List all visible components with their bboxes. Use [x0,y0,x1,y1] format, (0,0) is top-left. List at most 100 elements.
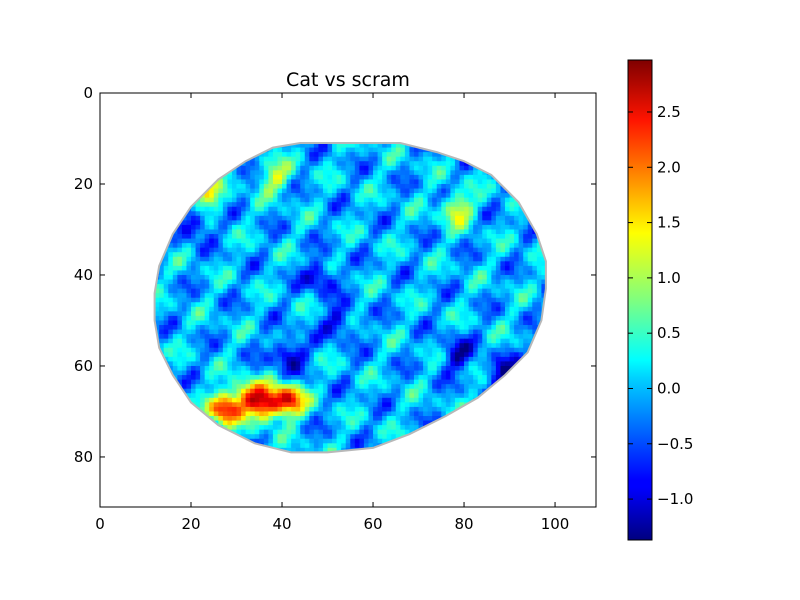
heatmap-cell [363,183,370,190]
heatmap-cell [259,293,265,299]
heatmap-cell [318,238,324,244]
heatmap-cell [336,293,342,299]
heatmap-cell [432,356,438,363]
heatmap-cell [500,320,506,326]
heatmap-cell [186,274,192,281]
heatmap-cell [427,302,433,308]
heatmap-cell [236,384,242,390]
heatmap-cell [332,270,338,276]
heatmap-cell [413,288,420,294]
heatmap-cell [495,293,502,299]
heatmap-cell [336,338,342,344]
heatmap-cell [163,343,169,349]
heatmap-cell [313,343,320,349]
heatmap-cell [313,183,320,190]
heatmap-cell [250,311,256,317]
heatmap-cell [363,329,370,335]
heatmap-cell [500,188,506,194]
heatmap-cell [345,352,351,358]
heatmap-cell [409,183,415,190]
heatmap-cell [473,338,479,344]
heatmap-cell [432,375,438,381]
heatmap-cell [209,297,215,303]
heatmap-cell [154,311,160,317]
heatmap-cell [336,288,342,294]
heatmap-cell [327,152,333,158]
heatmap-cell [427,174,433,181]
heatmap-cell [322,352,329,358]
heatmap-cell [332,334,338,340]
heatmap-cell [436,370,442,376]
heatmap-cell [445,293,451,299]
heatmap-cell [341,229,347,235]
heatmap-cell [327,361,333,367]
heatmap-cell [482,206,488,212]
heatmap-cell [532,293,538,299]
heatmap-cell [231,220,238,226]
heatmap-cell [327,365,333,372]
heatmap-cell [304,288,310,294]
heatmap-cell [441,238,447,244]
heatmap-cell [427,306,433,312]
heatmap-cell [327,170,333,176]
heatmap-cell [454,315,461,322]
heatmap-cell [368,238,374,244]
heatmap-cell [318,365,324,372]
heatmap-cell [377,252,383,258]
heatmap-cell [213,347,219,353]
heatmap-cell [204,243,210,249]
heatmap-cell [227,388,233,394]
heatmap-cell [423,247,429,253]
heatmap-cell [218,361,224,367]
heatmap-cell [441,197,447,203]
heatmap-cell [486,174,492,181]
heatmap-cell [477,365,483,372]
heatmap-cell [423,347,429,353]
heatmap-cell [277,370,283,376]
heatmap-cell [413,229,420,235]
heatmap-cell [409,193,415,199]
heatmap-cell [259,243,265,249]
heatmap-cell [295,188,301,194]
heatmap-cell [259,329,265,335]
heatmap-cell [168,274,174,281]
heatmap-cell [363,170,370,176]
heatmap-cell [350,156,356,162]
heatmap-cell [504,234,511,240]
heatmap-cell [523,234,529,240]
heatmap-cell [445,265,451,272]
heatmap-cell [172,243,178,249]
heatmap-cell [391,379,397,385]
heatmap-cell [482,202,488,208]
heatmap-cell [523,265,529,272]
heatmap-cell [459,370,465,376]
heatmap-cell [377,174,383,181]
heatmap-cell [518,265,524,272]
heatmap-cell [309,220,315,226]
heatmap-cell [313,261,320,267]
heatmap-cell [441,224,447,231]
heatmap-cell [172,329,178,335]
heatmap-cell [282,206,288,212]
heatmap-cell [427,238,433,244]
heatmap-cell [473,170,479,176]
heatmap-cell [195,375,201,381]
heatmap-cell [300,274,306,281]
heatmap-cell [231,202,238,208]
heatmap-cell [282,234,288,240]
heatmap-cell [445,320,451,326]
heatmap-cell [191,247,197,253]
heatmap-cell [350,375,356,381]
heatmap-cell [295,197,301,203]
heatmap-cell [468,215,474,221]
heatmap-cell [350,152,356,158]
heatmap-cell [382,370,388,376]
heatmap-cell [300,179,306,185]
heatmap-cell [204,384,210,390]
heatmap-cell [436,284,442,290]
heatmap-cell [495,288,502,294]
heatmap-cell [354,288,360,294]
heatmap-cell [213,288,219,294]
heatmap-cell [300,284,306,290]
heatmap-cell [532,261,538,267]
